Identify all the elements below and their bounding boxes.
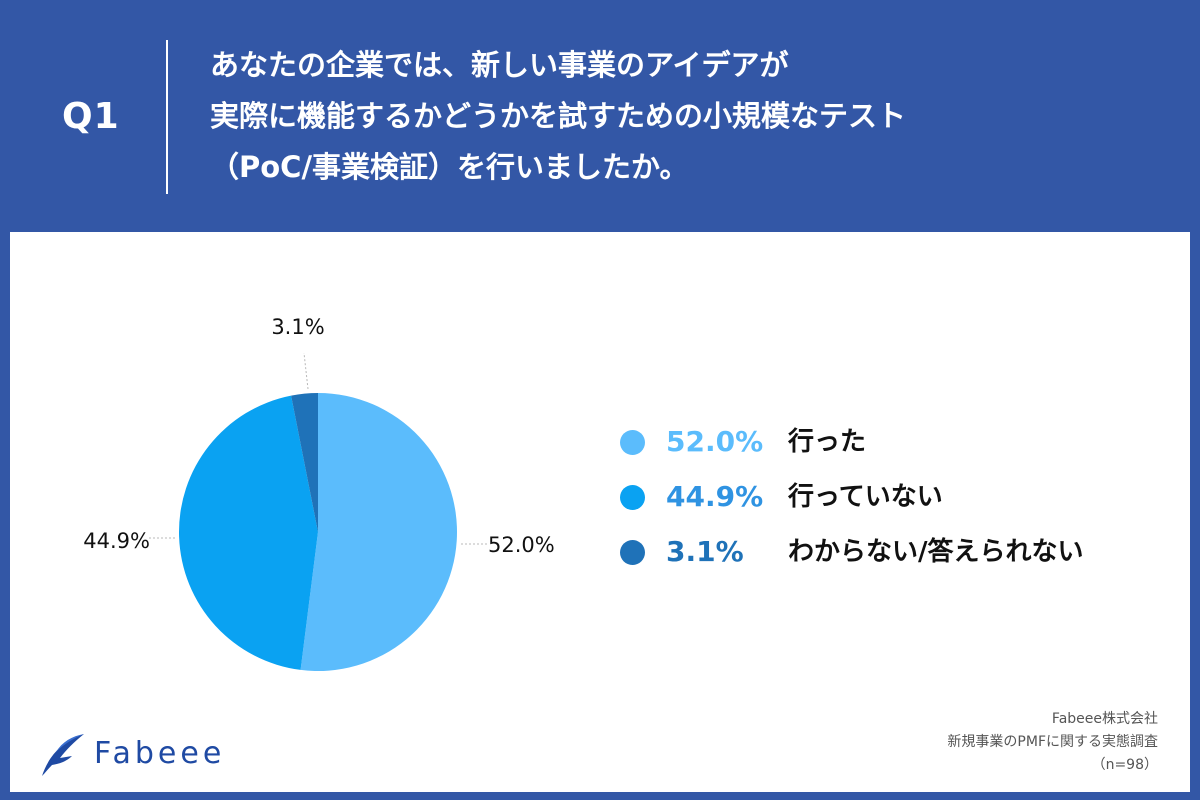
header: Q1 あなたの企業では、新しい事業のアイデアが 実際に機能するかどうかを試すため… <box>0 0 1200 232</box>
legend-label: わからない/答えられない <box>788 537 1084 567</box>
source-survey: 新規事業のPMFに関する実態調査 <box>947 734 1158 750</box>
pie-slice <box>291 393 318 532</box>
slice-label: 3.1% <box>271 315 324 339</box>
question-line: （PoC/事業検証）を行いましたか。 <box>210 150 689 184</box>
legend-swatch-icon <box>620 540 645 565</box>
slice-label: 52.0% <box>488 533 555 557</box>
source-company: Fabeee株式会社 <box>1051 711 1158 727</box>
legend-value: 52.0% <box>666 425 764 458</box>
brand-name: Fabeee <box>94 736 226 771</box>
question-text: あなたの企業では、新しい事業のアイデアが 実際に機能するかどうかを試すための小規… <box>210 40 1170 193</box>
fabeee-wing-icon <box>42 734 84 776</box>
leader-line <box>303 352 309 390</box>
source-note: Fabeee株式会社 新規事業のPMFに関する実態調査 （n=98） <box>947 708 1158 777</box>
legend-label: 行った <box>788 427 867 457</box>
question-line: 実際に機能するかどうかを試すための小規模なテスト <box>210 99 907 133</box>
pie-slice <box>300 393 458 671</box>
legend-value: 3.1% <box>666 535 744 568</box>
slice-label: 44.9% <box>83 529 150 553</box>
header-divider <box>166 40 168 194</box>
legend-swatch-icon <box>620 430 645 455</box>
chart-card: 52.0% 44.9% 3.1% 52.0% 行った 44.9% 行っていない 3.… <box>10 232 1190 792</box>
question-line: あなたの企業では、新しい事業のアイデアが <box>210 48 789 82</box>
pie-chart: 52.0% 44.9% 3.1% <box>83 315 555 671</box>
pie-slice <box>179 395 318 670</box>
brand-logo: Fabeee <box>38 732 221 782</box>
question-number: Q1 <box>62 96 120 137</box>
legend-label: 行っていない <box>788 482 943 512</box>
legend-value: 44.9% <box>666 480 764 513</box>
legend-swatch-icon <box>620 485 645 510</box>
source-sample: （n=98） <box>1091 757 1158 773</box>
